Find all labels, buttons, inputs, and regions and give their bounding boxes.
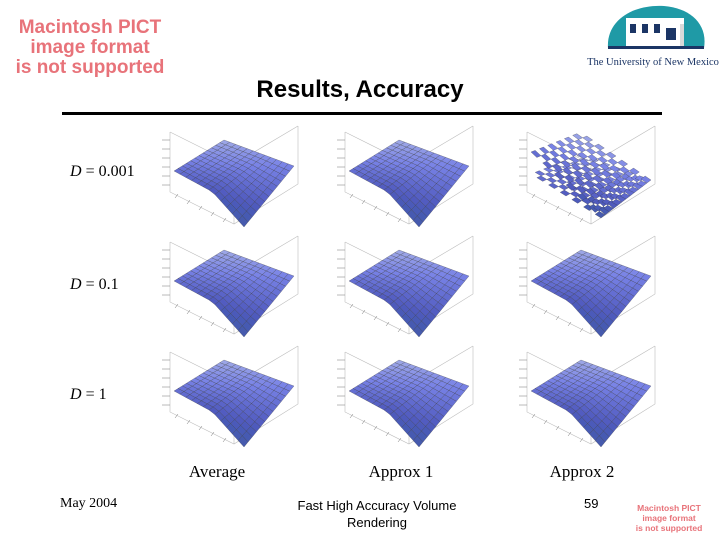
surface-plot-r3-c3	[505, 342, 670, 454]
surface-plot-r2-c2	[323, 232, 488, 344]
row-label-1: D = 0.001	[70, 163, 135, 181]
row-var: D	[70, 163, 82, 180]
university-logo	[607, 5, 705, 49]
column-label-approx1: Approx 1	[368, 462, 434, 481]
pict-line-3: is not supported	[15, 57, 165, 78]
pict-line-1: Macintosh PICT	[18, 17, 162, 38]
pict-line-2: image format	[642, 513, 696, 523]
row-value: = 0.001	[81, 163, 135, 180]
slide-title: Results, Accuracy	[256, 76, 464, 103]
surface-plot-r2-c1	[148, 232, 313, 344]
pict-placeholder-bottom: Macintosh PICT image format is not suppo…	[622, 503, 716, 533]
column-label-average: Average	[188, 462, 246, 481]
row-var: D	[70, 276, 82, 293]
pict-line-3: is not supported	[635, 523, 703, 533]
row-label-3: D = 1	[70, 386, 107, 404]
university-name: The University of New Mexico	[587, 57, 719, 68]
column-label-approx2: Approx 2	[549, 462, 615, 481]
footer-title-line-1: Fast High Accuracy Volume	[297, 498, 457, 513]
footer-title: Fast High Accuracy Volume Rendering	[277, 497, 477, 531]
surface-plot-r3-c2	[323, 342, 488, 454]
row-value: = 1	[81, 386, 107, 403]
row-label-2: D = 0.1	[70, 276, 119, 294]
surface-plot-r2-c3	[505, 232, 670, 344]
pict-line-1: Macintosh PICT	[637, 503, 701, 513]
pict-placeholder-top: Macintosh PICT image format is not suppo…	[0, 18, 180, 78]
page-number: 59	[584, 496, 599, 511]
surface-plot-r1-c3	[505, 122, 670, 234]
footer-date: May 2004	[60, 496, 118, 511]
pict-line-2: image format	[30, 37, 150, 58]
row-var: D	[70, 386, 82, 403]
surface-plot-r3-c1	[148, 342, 313, 454]
footer-title-line-2: Rendering	[347, 515, 407, 530]
surface-plot-r1-c2	[323, 122, 488, 234]
title-rule	[62, 112, 662, 115]
surface-plot-r1-c1	[148, 122, 313, 234]
row-value: = 0.1	[81, 276, 119, 293]
